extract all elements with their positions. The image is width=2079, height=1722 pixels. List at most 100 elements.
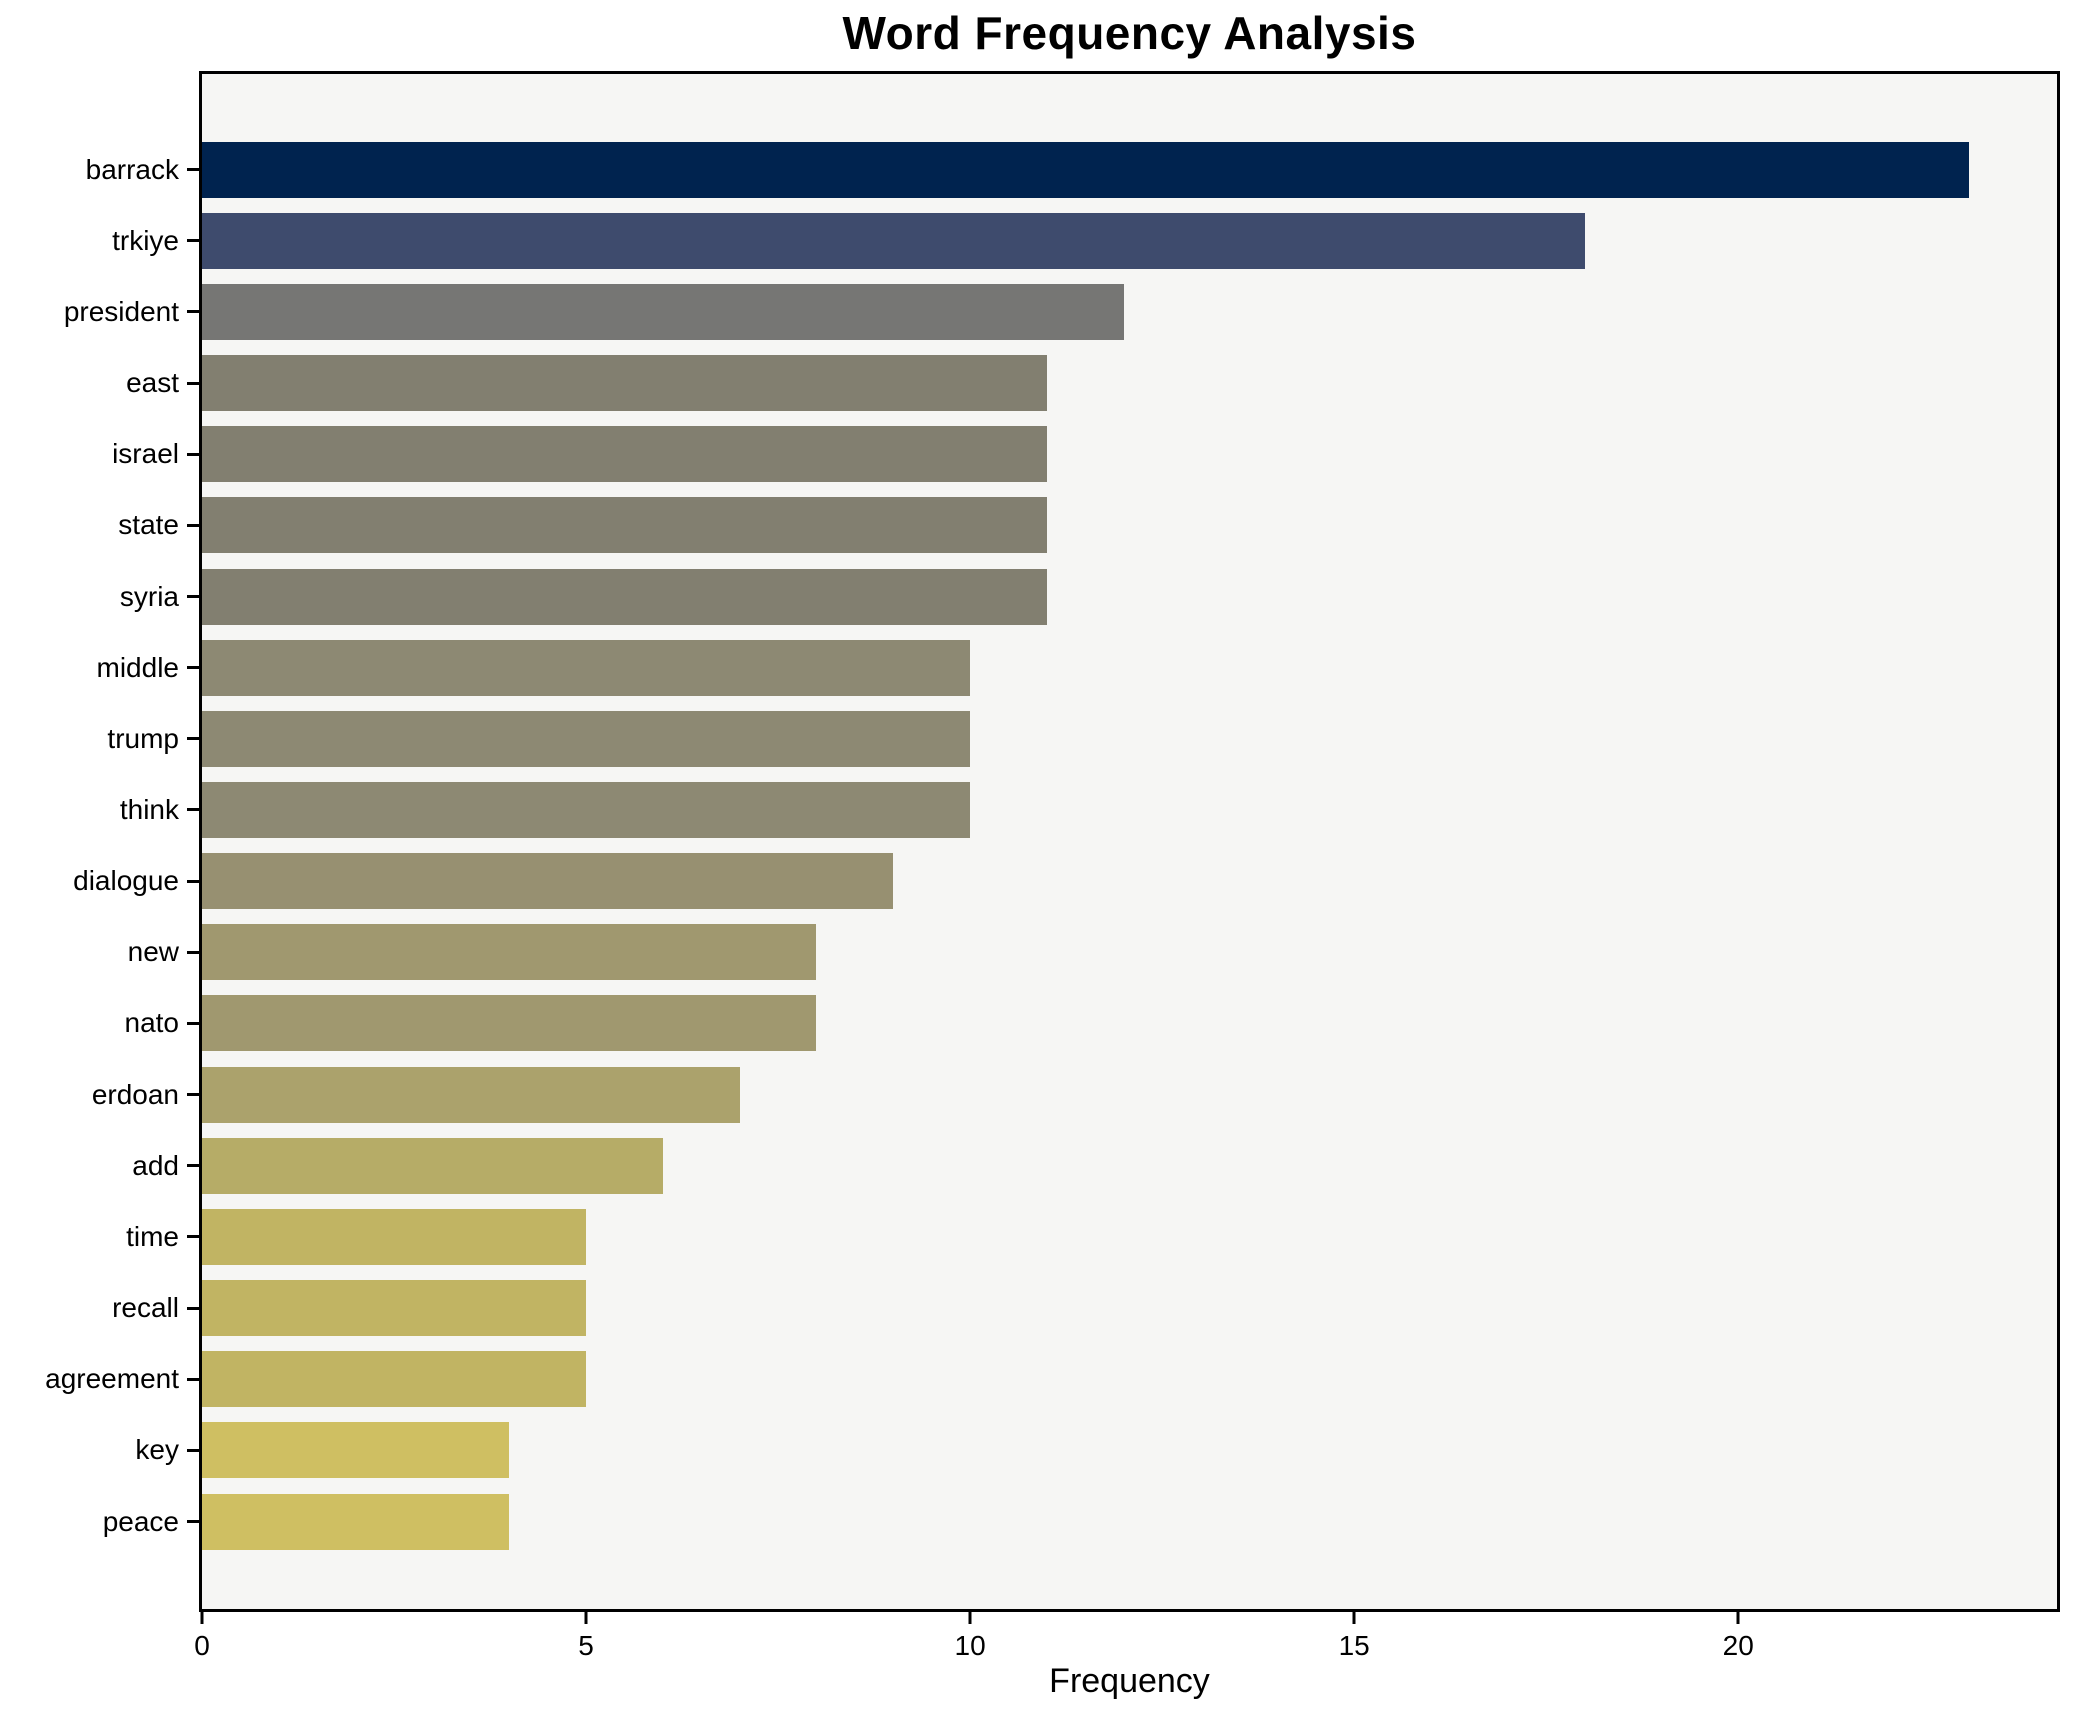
bar-trkiye [202, 212, 1585, 269]
y-tick-mark [187, 239, 199, 243]
y-tick-label: president [63, 295, 179, 327]
bar-row [202, 846, 2057, 917]
y-tick-label: state [118, 509, 179, 541]
bar-row [202, 1273, 2057, 1344]
y-tick-label: nato [124, 1007, 180, 1039]
bar-nato [202, 995, 817, 1052]
y-label-row: dialogue [0, 846, 199, 917]
y-label-row: barrack [0, 134, 199, 205]
chart-title: Word Frequency Analysis [842, 7, 1417, 59]
y-tick-mark [187, 737, 199, 741]
y-tick-mark [187, 168, 199, 172]
bar-add [202, 1137, 663, 1194]
y-tick-mark [187, 595, 199, 599]
bar-row [202, 1130, 2057, 1201]
y-tick-mark [187, 808, 199, 812]
bar-row [202, 134, 2057, 205]
bar-row [202, 1486, 2057, 1557]
y-tick-label: think [119, 793, 179, 825]
y-label-row: new [0, 917, 199, 988]
y-tick-label: barrack [85, 153, 179, 185]
y-tick-mark [187, 1377, 199, 1381]
y-tick-mark [187, 1021, 199, 1025]
bar-recall [202, 1280, 587, 1337]
y-tick-mark [187, 310, 199, 314]
bar-row [202, 917, 2057, 988]
y-tick-label: recall [112, 1292, 179, 1324]
y-tick-mark [187, 879, 199, 883]
y-tick-label: peace [102, 1505, 179, 1537]
y-label-row: middle [0, 632, 199, 703]
x-tick-label: 0 [194, 1630, 210, 1661]
y-label-row: east [0, 347, 199, 418]
x-axis-title: Frequency [1049, 1662, 1210, 1700]
y-tick-label: syria [119, 580, 179, 612]
y-tick-label: new [127, 936, 179, 968]
y-tick-label: trkiye [112, 224, 179, 256]
bar-agreement [202, 1351, 587, 1408]
x-tick-label: 20 [1722, 1630, 1754, 1661]
bar-think [202, 781, 971, 838]
bar-row [202, 419, 2057, 490]
y-tick-label: agreement [45, 1363, 179, 1395]
x-tick-label: 10 [954, 1630, 986, 1661]
y-tick-label: trump [107, 722, 179, 754]
bar-row [202, 1059, 2057, 1130]
y-tick-label: key [135, 1434, 179, 1466]
y-label-row: peace [0, 1486, 199, 1557]
x-tick-label: 5 [578, 1630, 594, 1661]
bar-row [202, 205, 2057, 276]
y-tick-mark [187, 1093, 199, 1097]
bar-row [202, 703, 2057, 774]
bar-rows [202, 74, 2057, 1609]
bar-peace [202, 1493, 510, 1550]
bar-row [202, 1201, 2057, 1272]
y-tick-mark [187, 1448, 199, 1452]
y-tick-mark [187, 666, 199, 670]
x-tick-mark [968, 1612, 972, 1624]
y-label-row: nato [0, 988, 199, 1059]
x-tick-label: 15 [1338, 1630, 1370, 1661]
bar-row [202, 276, 2057, 347]
y-label-row: agreement [0, 1344, 199, 1415]
y-tick-label: add [132, 1149, 179, 1181]
y-tick-mark [187, 1164, 199, 1168]
bar-syria [202, 568, 1047, 625]
bar-row [202, 347, 2057, 418]
bar-row [202, 632, 2057, 703]
y-tick-mark [187, 1235, 199, 1239]
y-tick-label: middle [96, 651, 179, 683]
bar-state [202, 497, 1047, 554]
y-tick-mark [187, 1306, 199, 1310]
y-tick-mark [187, 950, 199, 954]
x-tick-mark [1736, 1612, 1740, 1624]
bar-president [202, 283, 1124, 340]
bar-middle [202, 639, 971, 696]
y-label-row: trkiye [0, 205, 199, 276]
bar-israel [202, 426, 1047, 483]
bar-dialogue [202, 853, 894, 910]
y-tick-label: erdoan [91, 1078, 179, 1110]
bar-trump [202, 710, 971, 767]
y-label-row: time [0, 1201, 199, 1272]
y-tick-mark [187, 523, 199, 527]
y-label-row: recall [0, 1273, 199, 1344]
y-axis-labels: barrack trkiye president east israel state syr… [0, 74, 199, 1609]
y-tick-mark [187, 452, 199, 456]
y-label-row: think [0, 774, 199, 845]
bar-east [202, 355, 1047, 412]
bar-row [202, 774, 2057, 845]
y-tick-label: israel [112, 438, 179, 470]
x-axis: 0 5 10 15 20 [194, 1612, 2057, 1672]
bar-barrack [202, 141, 1969, 198]
bar-row [202, 561, 2057, 632]
bar-erdoan [202, 1066, 740, 1123]
bar-key [202, 1422, 510, 1479]
bar-row [202, 1344, 2057, 1415]
y-label-row: syria [0, 561, 199, 632]
bar-row [202, 988, 2057, 1059]
y-label-row: erdoan [0, 1059, 199, 1130]
y-tick-mark [187, 1520, 199, 1524]
y-label-row: israel [0, 419, 199, 490]
